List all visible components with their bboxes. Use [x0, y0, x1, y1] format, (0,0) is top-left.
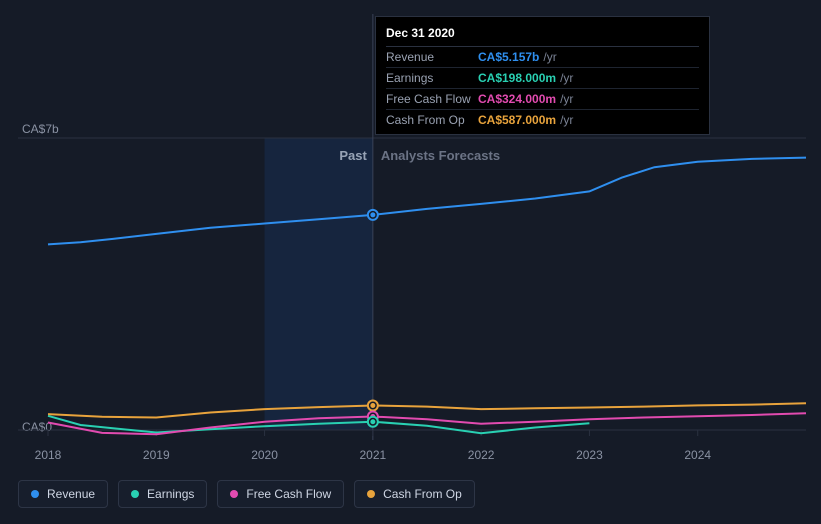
legend-dot-icon: [230, 490, 238, 498]
legend-item-cfo[interactable]: Cash From Op: [354, 480, 475, 508]
tooltip-row-free-cash-flow: Free Cash FlowCA$324.000m/yr: [386, 89, 699, 110]
legend-label: Free Cash Flow: [246, 487, 331, 501]
tooltip-value: CA$5.157b: [478, 50, 539, 64]
tooltip-value: CA$198.000m: [478, 71, 556, 85]
x-axis-tick-2018: 2018: [35, 448, 62, 462]
tooltip-row-cash-from-op: Cash From OpCA$587.000m/yr: [386, 110, 699, 130]
x-axis-tick-2020: 2020: [251, 448, 278, 462]
x-axis-labels: 2018 2019 2020 2021 2022 2023 2024: [18, 448, 806, 464]
tooltip-label: Cash From Op: [386, 113, 478, 127]
x-axis-tick-2023: 2023: [576, 448, 603, 462]
tooltip-value: CA$324.000m: [478, 92, 556, 106]
tooltip-unit: /yr: [543, 50, 556, 64]
tooltip-row-revenue: RevenueCA$5.157b/yr: [386, 47, 699, 68]
series-line-revenue[interactable]: [48, 158, 806, 245]
legend-dot-icon: [367, 490, 375, 498]
tooltip-value: CA$587.000m: [478, 113, 556, 127]
legend-label: Earnings: [147, 487, 194, 501]
x-axis-tick-2024: 2024: [684, 448, 711, 462]
tooltip-label: Earnings: [386, 71, 478, 85]
legend-item-fcf[interactable]: Free Cash Flow: [217, 480, 344, 508]
legend-dot-icon: [131, 490, 139, 498]
tooltip-unit: /yr: [560, 113, 573, 127]
chart-legend: Revenue Earnings Free Cash Flow Cash From O…: [18, 480, 475, 508]
tooltip-unit: /yr: [560, 71, 573, 85]
x-axis-tick-2021: 2021: [359, 448, 386, 462]
legend-item-revenue[interactable]: Revenue: [18, 480, 108, 508]
tooltip-row-earnings: EarningsCA$198.000m/yr: [386, 68, 699, 89]
legend-label: Revenue: [47, 487, 95, 501]
tooltip-unit: /yr: [560, 92, 573, 106]
tooltip-date: Dec 31 2020: [386, 23, 699, 47]
tooltip-label: Free Cash Flow: [386, 92, 478, 106]
chart-tooltip: Dec 31 2020 RevenueCA$5.157b/yrEarningsC…: [375, 16, 710, 135]
x-axis-tick-2019: 2019: [143, 448, 170, 462]
legend-item-earnings[interactable]: Earnings: [118, 480, 207, 508]
tooltip-label: Revenue: [386, 50, 478, 64]
legend-label: Cash From Op: [383, 487, 462, 501]
legend-dot-icon: [31, 490, 39, 498]
x-axis-tick-2022: 2022: [468, 448, 495, 462]
